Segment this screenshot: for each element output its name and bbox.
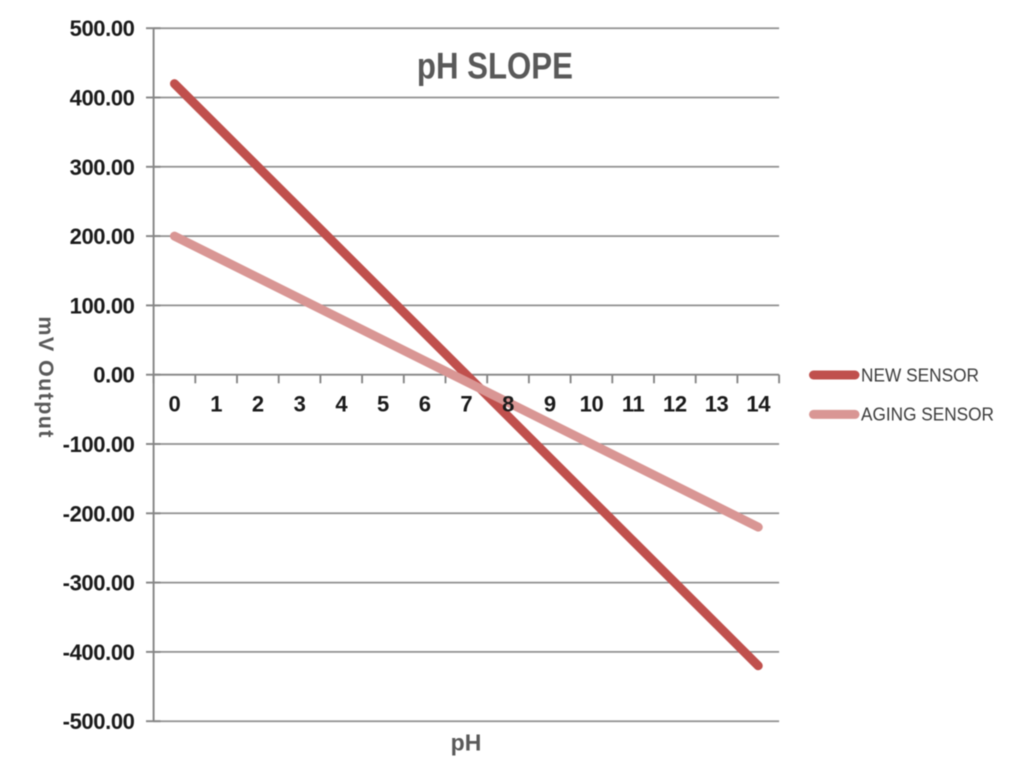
svg-text:500.00: 500.00 (70, 16, 135, 41)
svg-text:-100.00: -100.00 (63, 432, 135, 457)
svg-text:8: 8 (502, 391, 514, 416)
svg-text:10: 10 (580, 391, 604, 416)
svg-text:5: 5 (377, 391, 389, 416)
svg-text:6: 6 (419, 391, 431, 416)
svg-text:-400.00: -400.00 (63, 640, 135, 665)
svg-text:pH SLOPE: pH SLOPE (417, 46, 573, 87)
svg-text:-300.00: -300.00 (63, 571, 135, 596)
svg-text:100.00: 100.00 (70, 293, 135, 318)
svg-text:-500.00: -500.00 (63, 709, 135, 734)
svg-text:14: 14 (746, 391, 771, 416)
svg-text:300.00: 300.00 (70, 155, 135, 180)
svg-text:NEW SENSOR: NEW SENSOR (861, 365, 979, 385)
svg-text:13: 13 (705, 391, 729, 416)
svg-text:4: 4 (335, 391, 348, 416)
svg-text:-200.00: -200.00 (63, 501, 135, 526)
svg-text:11: 11 (622, 391, 645, 416)
svg-text:12: 12 (663, 391, 687, 416)
svg-text:AGING SENSOR: AGING SENSOR (861, 405, 994, 425)
svg-text:200.00: 200.00 (70, 224, 135, 249)
svg-text:pH: pH (451, 730, 482, 756)
svg-text:2: 2 (252, 391, 264, 416)
svg-text:0: 0 (169, 391, 181, 416)
svg-text:400.00: 400.00 (70, 86, 135, 111)
svg-text:7: 7 (460, 391, 472, 416)
svg-text:9: 9 (544, 391, 556, 416)
svg-text:1: 1 (210, 391, 222, 416)
svg-text:0.00: 0.00 (93, 363, 134, 388)
svg-text:3: 3 (294, 391, 306, 416)
svg-text:mV Output: mV Output (34, 316, 58, 438)
